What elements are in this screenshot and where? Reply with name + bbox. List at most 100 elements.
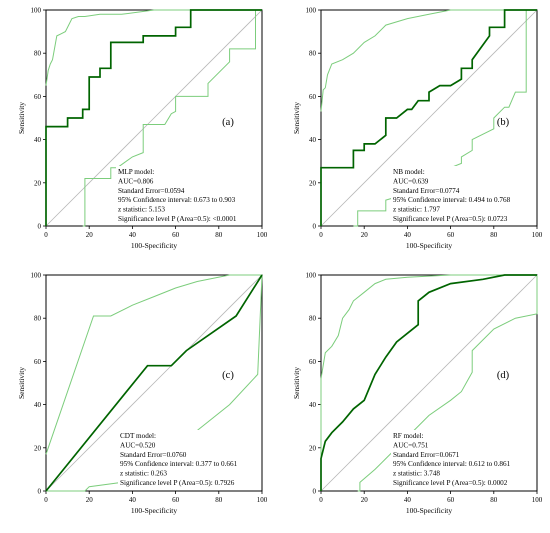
stats-background: [391, 430, 513, 490]
y-tick-label: 40: [34, 136, 42, 144]
ci-upper-bound-line: [45, 274, 262, 455]
stats-line: z statistic: 1.797: [393, 206, 440, 214]
stats-line: Significance level P (Area=0.5): <0.0001: [118, 215, 237, 223]
stats-background: [118, 430, 240, 490]
y-axis-label: Sensitivity: [292, 367, 301, 399]
x-tick-label: 40: [129, 231, 137, 239]
y-tick-label: 100: [306, 272, 317, 280]
roc-panel-c: 0 20 40 60 80 100 0 20 40 60 80 100 100-Specificity S…: [17, 272, 268, 516]
y-tick-label: 20: [309, 179, 317, 187]
roc-curve-line: [320, 9, 537, 226]
x-tick-label: 80: [215, 231, 223, 239]
x-tick-label: 20: [361, 231, 369, 239]
y-tick-label: 100: [306, 7, 317, 15]
stats-line: CDT model:: [120, 432, 156, 440]
y-tick-label: 100: [31, 7, 42, 15]
x-tick-label: 20: [86, 231, 94, 239]
x-tick-label: 80: [215, 496, 223, 504]
stats-line: Standard Error=0.0671: [393, 451, 460, 459]
x-axis-label: 100-Specificity: [131, 241, 177, 250]
x-tick-label: 80: [490, 496, 498, 504]
y-tick-label: 0: [313, 488, 317, 496]
x-tick-label: 0: [44, 496, 48, 504]
y-tick-label: 0: [38, 223, 42, 231]
x-tick-label: 40: [404, 231, 412, 239]
x-tick-label: 0: [44, 231, 48, 239]
x-tick-label: 100: [257, 496, 268, 504]
reference-diagonal: [45, 9, 263, 227]
x-tick-label: 100: [532, 231, 543, 239]
stats-line: 95% Confidence interval: 0.377 to 0.661: [120, 460, 238, 468]
stats-box: CDT model:AUC=0.520 Standard Error=0.0760…: [118, 430, 240, 490]
y-tick-label: 60: [309, 93, 317, 101]
stats-box: RF model:AUC=0.751 Standard Error=0.06719…: [391, 430, 513, 490]
reference-diagonal: [45, 274, 263, 492]
x-tick-label: 20: [361, 496, 369, 504]
y-tick-label: 20: [34, 179, 42, 187]
ci-upper-bound-line: [45, 9, 262, 86]
stats-line: Standard Error=0.0594: [118, 187, 185, 195]
stats-box: MLP model:AUC=0.806 Standard Error=0.0594…: [116, 166, 239, 226]
stats-line: Standard Error=0.0760: [120, 451, 187, 459]
roc-panel-d: 0 20 40 60 80 100 0 20 40 60 80 100 100-Specificity S…: [292, 272, 543, 516]
x-tick-label: 60: [172, 496, 180, 504]
roc-curve-line: [45, 9, 262, 226]
y-tick-label: 40: [309, 401, 317, 409]
x-tick-label: 20: [86, 496, 94, 504]
roc-curve-line: [320, 274, 537, 491]
y-tick-label: 40: [34, 401, 42, 409]
panel-label: (d): [497, 370, 510, 381]
y-tick-label: 20: [34, 444, 42, 452]
stats-line: 95% Confidence interval: 0.673 to 0.903: [118, 196, 236, 204]
ci-lower-bound-line: [353, 9, 537, 227]
stats-line: AUC=0.639: [393, 177, 429, 185]
x-tick-label: 40: [129, 496, 137, 504]
reference-diagonal: [320, 9, 538, 227]
roc-panel-b: 0 20 40 60 80 100 0 20 40 60 80 100 100-Specificity S…: [292, 7, 543, 251]
stats-line: z statistic: 5.153: [118, 206, 165, 214]
stats-line: Significance level P (Area=0.5): 0.7926: [120, 479, 235, 487]
stats-line: Standard Error=0.0774: [393, 187, 460, 195]
panel-label: (b): [497, 117, 510, 128]
reference-diagonal: [320, 274, 538, 492]
ci-upper-bound-line: [320, 274, 537, 491]
stats-line: RF model:: [393, 432, 424, 440]
x-tick-label: 60: [172, 231, 180, 239]
x-tick-label: 100: [257, 231, 268, 239]
x-tick-label: 0: [319, 496, 323, 504]
y-tick-label: 80: [34, 315, 42, 323]
roc-panel-a: 0 20 40 60 80 100 0 20 40 60 80 100 100-Specificity S…: [17, 7, 268, 251]
ci-lower-bound-line: [357, 275, 538, 492]
y-tick-label: 20: [309, 444, 317, 452]
x-tick-label: 60: [447, 231, 455, 239]
stats-line: z statistic: 3.748: [393, 470, 440, 478]
panel-label: (a): [222, 117, 234, 128]
x-tick-label: 60: [447, 496, 455, 504]
stats-line: AUC=0.520: [120, 441, 156, 449]
y-tick-label: 100: [31, 272, 42, 280]
y-tick-label: 80: [309, 315, 317, 323]
y-tick-label: 0: [38, 488, 42, 496]
x-axis-label: 100-Specificity: [406, 241, 452, 250]
y-tick-label: 80: [309, 50, 317, 58]
plot-frame: [45, 274, 263, 492]
stats-background: [116, 166, 239, 226]
stats-line: Significance level P (Area=0.5): 0.0002: [393, 479, 508, 487]
stats-line: NB model:: [393, 168, 425, 176]
x-axis-label: 100-Specificity: [406, 506, 452, 515]
y-tick-label: 0: [313, 223, 317, 231]
x-tick-label: 100: [532, 496, 543, 504]
stats-line: AUC=0.806: [118, 177, 154, 185]
ci-upper-bound-line: [320, 9, 537, 112]
stats-background: [391, 166, 513, 226]
x-axis-label: 100-Specificity: [131, 506, 177, 515]
y-tick-label: 60: [309, 358, 317, 366]
y-tick-label: 40: [309, 136, 317, 144]
stats-line: z statistic: 0.263: [120, 470, 167, 478]
ci-lower-bound-line: [82, 9, 262, 227]
x-tick-label: 80: [490, 231, 498, 239]
stats-line: 95% Confidence interval: 0.612 to 0.861: [393, 460, 511, 468]
stats-line: MLP model:: [118, 168, 154, 176]
stats-line: Significance level P (Area=0.5): 0.0723: [393, 215, 508, 223]
